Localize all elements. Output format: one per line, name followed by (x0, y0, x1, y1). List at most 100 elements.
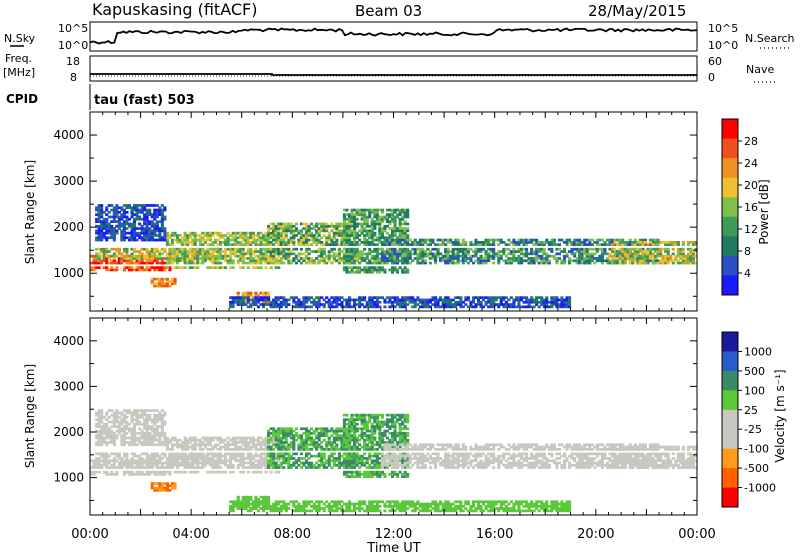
power-echo-cell (269, 241, 273, 244)
velocity-echo-cell (110, 463, 114, 467)
power-echo-cell (378, 234, 382, 237)
power-echo-cell (522, 241, 526, 244)
velocity-echo-cell (188, 461, 192, 465)
power-echo-cell (256, 231, 260, 235)
power-echo-cell (211, 247, 215, 251)
power-echo-cell (239, 259, 243, 263)
power-echo-cell (282, 303, 286, 306)
power-echo-cell (160, 211, 164, 214)
power-echo-cell (423, 250, 427, 253)
power-echo-cell (213, 238, 217, 242)
velocity-echo-cell (317, 466, 321, 469)
power-echo-cell (254, 294, 258, 297)
power-echo-cell (525, 296, 529, 299)
power-echo-cell (385, 300, 389, 304)
power-echo-cell (342, 252, 346, 256)
power-echo-cell (345, 217, 349, 221)
velocity-echo-cell (259, 466, 263, 469)
power-echo-cell (279, 257, 283, 260)
power-echo-cell (355, 236, 359, 240)
velocity-echo-cell (289, 434, 293, 437)
power-echo-cell (327, 252, 331, 256)
power-echo-cell (661, 261, 665, 265)
power-echo-cell (246, 294, 250, 297)
power-echo-cell (613, 238, 617, 242)
velocity-echo-cell (176, 443, 180, 447)
power-echo-cell (340, 222, 344, 226)
power-echo-cell (388, 268, 392, 272)
velocity-echo-cell (165, 461, 169, 465)
power-echo-cell (269, 234, 273, 237)
power-echo-cell (241, 266, 245, 269)
power-echo-cell (193, 236, 197, 240)
power-echo-cell (643, 243, 647, 246)
power-echo-cell (686, 261, 690, 265)
power-echo-cell (461, 257, 465, 260)
power-echo-cell (305, 298, 309, 302)
power-echo-cell (143, 217, 147, 221)
power-echo-cell (525, 243, 529, 246)
power-echo-cell (127, 224, 131, 228)
velocity-echo-cell (292, 452, 296, 456)
power-echo-cell (307, 305, 311, 309)
power-echo-cell (613, 252, 617, 256)
power-echo-cell (431, 257, 435, 260)
velocity-echo-cell (289, 436, 293, 440)
power-echo-cell (598, 243, 602, 246)
power-echo-cell (385, 213, 389, 216)
power-echo-cell (307, 247, 311, 251)
power-echo-cell (550, 254, 554, 258)
power-echo-cell (282, 252, 286, 256)
velocity-echo-cell (246, 448, 250, 451)
velocity-echo-cell (350, 436, 354, 440)
power-echo-cell (337, 257, 341, 260)
velocity-echo-cell (236, 495, 240, 499)
velocity-echo-cell (216, 454, 220, 458)
power-echo-cell (213, 250, 217, 253)
velocity-echo-cell (269, 457, 273, 460)
power-echo-cell (380, 220, 384, 223)
power-echo-cell (191, 247, 195, 251)
power-echo-cell (348, 229, 352, 233)
power-echo-cell (279, 300, 283, 304)
power-echo-cell (380, 259, 384, 263)
power-echo-cell (401, 250, 405, 253)
power-echo-cell (428, 261, 432, 265)
power-echo-cell (466, 298, 470, 302)
power-echo-cell (312, 303, 316, 306)
power-echo-cell (391, 241, 395, 244)
power-echo-cell (613, 259, 617, 263)
power-echo-cell (456, 303, 460, 306)
power-echo-cell (277, 222, 281, 226)
power-echo-cell (474, 247, 478, 251)
power-echo-cell (140, 238, 144, 242)
velocity-echo-cell (168, 457, 172, 460)
power-echo-cell (520, 296, 524, 299)
power-echo-cell (251, 303, 255, 306)
velocity-echo-cell (299, 438, 303, 442)
power-echo-cell (391, 268, 395, 272)
velocity-echo-cell (269, 454, 273, 458)
power-echo-cell (267, 224, 271, 228)
power-echo-cell (585, 252, 589, 256)
power-echo-cell (105, 238, 109, 242)
velocity-echo-cell (201, 452, 205, 456)
velocity-echo-cell (178, 457, 182, 460)
velocity-echo-cell (208, 443, 212, 447)
velocity-echo-cell (277, 438, 281, 442)
velocity-echo-cell (325, 443, 329, 447)
power-echo-cell (517, 257, 521, 260)
velocity-echo-cell (181, 448, 185, 451)
power-echo-cell (320, 257, 324, 260)
power-echo-cell (416, 252, 420, 256)
power-echo-cell (282, 257, 286, 260)
power-echo-cell (669, 257, 673, 260)
power-echo-cell (305, 238, 309, 242)
velocity-echo-cell (112, 461, 116, 465)
power-echo-cell (411, 296, 415, 299)
power-echo-cell (165, 284, 169, 288)
velocity-echo-cell (322, 438, 326, 442)
power-echo-cell (583, 238, 587, 242)
power-echo-cell (517, 241, 521, 244)
velocity-echo-cell (181, 443, 185, 447)
